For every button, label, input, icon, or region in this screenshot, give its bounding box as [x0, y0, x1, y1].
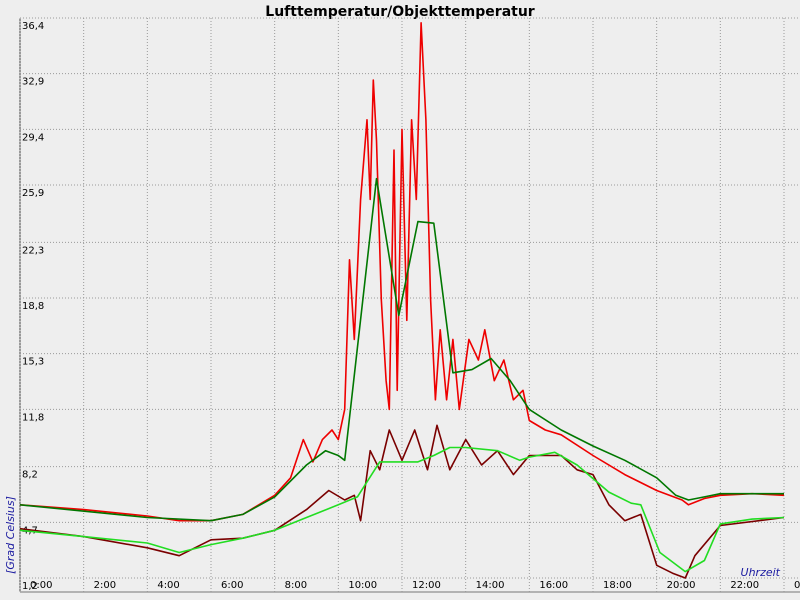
x-axis-label: Uhrzeit: [741, 566, 781, 579]
x-tick-label: 20:00: [667, 580, 696, 591]
line-series: [19, 446, 785, 573]
y-tick-label: 29,4: [22, 132, 44, 143]
x-tick-label: 22:00: [730, 580, 759, 591]
y-tick-label: 11,8: [22, 412, 44, 423]
y-tick-label: 1,2: [22, 581, 38, 592]
y-tick-label: 36,4: [22, 21, 44, 32]
x-tick-label: 0:00: [794, 580, 800, 591]
y-tick-label: 22,3: [22, 245, 44, 256]
x-tick-label: 18:00: [603, 580, 632, 591]
y-tick-label: 32,9: [22, 77, 44, 88]
line-series: [19, 177, 784, 522]
y-tick-label: 18,8: [22, 301, 44, 312]
x-tick-label: 14:00: [476, 580, 505, 591]
y-tick-label: 25,9: [22, 188, 44, 199]
y-tick-label: 8,2: [22, 470, 38, 481]
y-axis-label: [Grad Celsius]: [4, 496, 17, 574]
x-tick-label: 4:00: [157, 580, 179, 591]
chart-title: Lufttemperatur/Objekttemperatur: [265, 4, 535, 20]
line-series: [19, 22, 785, 522]
x-tick-label: 12:00: [412, 580, 441, 591]
x-tick-label: 2:00: [94, 580, 116, 591]
x-tick-label: 16:00: [539, 580, 568, 591]
x-tick-label: 0:00: [30, 580, 52, 591]
x-tick-label: 8:00: [285, 580, 307, 591]
y-tick-label: 15,3: [22, 357, 44, 368]
x-tick-label: 10:00: [348, 580, 377, 591]
x-tick-label: 6:00: [221, 580, 243, 591]
